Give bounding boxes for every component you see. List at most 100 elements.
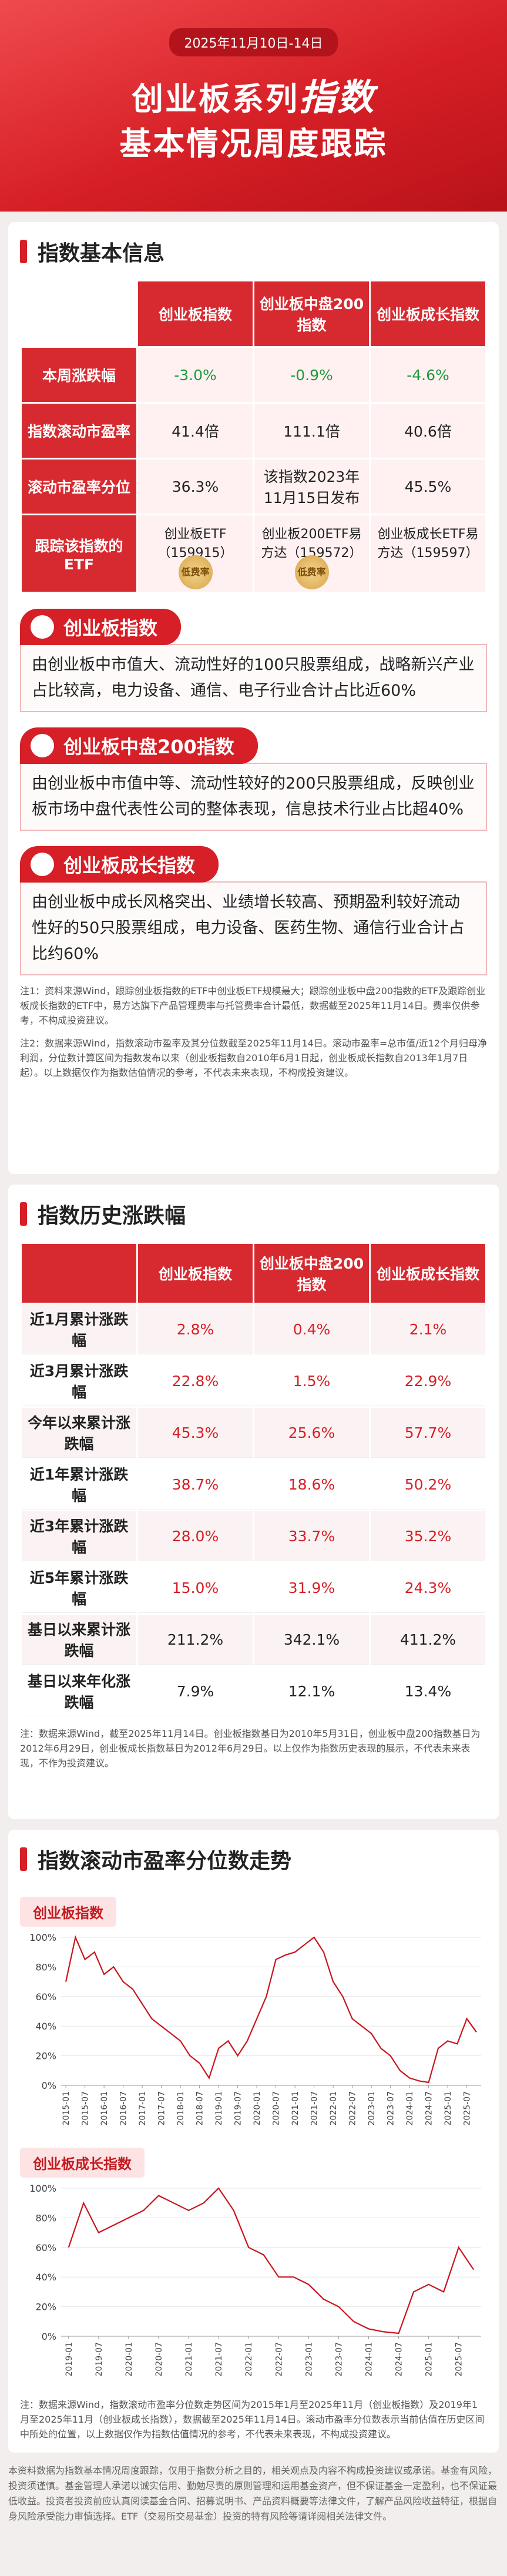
y-tick-label: 0% [42, 2331, 56, 2342]
x-tick-label: 2024-01 [405, 2091, 415, 2126]
cell-text: 13.4% [404, 1682, 452, 1700]
cell: 2.8% [138, 1304, 253, 1354]
line [68, 2187, 475, 2334]
row: 基日以来年化涨跌幅 7.9% 12.1% 13.4% [22, 1666, 485, 1716]
cell: 该指数2023年11月15日发布 [254, 459, 369, 514]
cell: 40.6倍 [371, 404, 485, 458]
basic-info-card: 指数基本信息 创业板指数 创业板中盘200指数 创业板成长指数 本周涨跌幅 -3.0% -… [8, 222, 499, 1174]
cell: 111.1倍 [254, 404, 369, 458]
note: 注：数据来源Wind，截至2025年11月14日。创业板指数基日为2010年5月… [20, 1728, 481, 1769]
cell: 33.7% [254, 1511, 369, 1561]
pe-card: 指数滚动市盈率分位数走势 创业板指数 0% 20% 40% 60% 80% 100% 2015… [8, 1830, 499, 2453]
cell-text: 1.5% [293, 1372, 331, 1390]
section-heading: 指数滚动市盈率分位数走势 [20, 1842, 487, 1877]
history-card: 指数历史涨跌幅 创业板指数 创业板中盘200指数 创业板成长指数 近1月累计涨跌幅 2.… [8, 1185, 499, 1819]
cell-text: 41.4倍 [172, 423, 219, 440]
cell-text: 40.6倍 [404, 423, 452, 440]
cell-text: 2.1% [409, 1320, 447, 1338]
row: 跟踪该指数的ETF 创业板ETF（159915） 低费率 创业板200ETF易方达（1… [22, 515, 485, 592]
row-label: 近5年累计涨跌幅 [22, 1563, 136, 1613]
cell-text: 22.9% [404, 1372, 452, 1390]
cell-text: 18.6% [288, 1475, 335, 1493]
disclaimer: 本资料数据为指数基本情况周度跟踪，仅用于指数分析之目的，相关观点及内容不构成投资… [8, 2465, 498, 2522]
x-tick-label: 2020-07 [272, 2091, 281, 2126]
x-tick-label: 2025-07 [455, 2342, 464, 2377]
y-tick-label: 100% [29, 2183, 56, 2194]
description: 创业板指数 由创业板中市值大、流动性好的100只股票组成，战略新兴产业占比较高，电… [20, 609, 487, 712]
row: 近3年累计涨跌幅 28.0% 33.7% 35.2% [22, 1511, 485, 1561]
cell-text: 211.2% [167, 1631, 224, 1648]
cell: 22.9% [371, 1356, 485, 1406]
cell-text: 45.3% [172, 1424, 219, 1441]
note: 注：数据来源Wind，指数滚动市盈率分位数走势区间为2015年1月至2025年1… [20, 2399, 485, 2440]
cell-text: 31.9% [288, 1579, 335, 1596]
badge: 低费率 [294, 555, 329, 589]
x-tick-label: 2025-01 [425, 2342, 434, 2377]
cell-text: 111.1倍 [283, 423, 340, 440]
heading-text: 指数基本信息 [38, 242, 165, 266]
cell-text: 33.7% [288, 1527, 335, 1545]
y-tick-label: 100% [29, 1932, 56, 1943]
cell: 38.7% [138, 1460, 253, 1510]
x-tick-label: 2019-01 [214, 2091, 224, 2126]
header: 2025年11月10日-14日 创业板系列指数 基本情况周度跟踪 [0, 0, 507, 212]
x-tick-label: 2017-01 [138, 2091, 147, 2126]
row-label: 近1年累计涨跌幅 [22, 1460, 136, 1510]
cell: 342.1% [254, 1615, 369, 1665]
cell-text: 0.4% [293, 1320, 331, 1338]
description-heading: 创业板中盘200指数 [20, 727, 258, 764]
x-tick-label: 2020-01 [253, 2091, 262, 2126]
x-tick-label: 2023-01 [367, 2091, 377, 2126]
cell-text: 28.0% [172, 1527, 219, 1545]
cell: 211.2% [138, 1615, 253, 1665]
row: 指数滚动市盈率 41.4倍 111.1倍 40.6倍 [22, 404, 485, 458]
cell: 57.7% [371, 1408, 485, 1458]
column-header: 创业板指数 [138, 1244, 253, 1303]
y-tick-label: 20% [35, 2302, 56, 2313]
cell-text: 35.2% [404, 1527, 452, 1545]
y-tick-label: 60% [35, 2242, 56, 2253]
chart-title: 创业板成长指数 [20, 2148, 145, 2178]
notes: 注1：资料来源Wind，跟踪创业板指数的ETF中创业板ETF规模最大；跟踪创业板… [20, 984, 487, 1080]
cell-text: -4.6% [407, 366, 449, 384]
cell-text: 15.0% [172, 1579, 219, 1596]
cell: 31.9% [254, 1563, 369, 1613]
description-text: 由创业板中市值大、流动性好的100只股票组成，战略新兴产业占比较高，电力设备、通… [20, 644, 487, 712]
description-text: 由创业板中市值中等、流动性较好的200只股票组成，反映创业板市场中盘代表性公司的… [20, 763, 487, 831]
cell-text: 创业板成长ETF易方达（159597） [377, 527, 479, 561]
column-header: 创业板指数 [138, 281, 253, 346]
y-tick-label: 20% [35, 2051, 56, 2062]
x-tick-label: 2016-07 [119, 2091, 129, 2126]
date: 2025年11月10日-14日 [169, 28, 338, 56]
x-tick-label: 2021-01 [184, 2342, 194, 2377]
x-tick-label: 2020-01 [125, 2342, 134, 2377]
x-tick-label: 2022-01 [244, 2342, 254, 2377]
description: 创业板中盘200指数由创业板中市值中等、流动性较好的200只股票组成，反映创业板… [20, 727, 487, 831]
cell: 45.3% [138, 1408, 253, 1458]
y-tick-label: 60% [35, 1991, 56, 2003]
description-title: 创业板中盘200指数 [63, 736, 234, 758]
description-title: 创业板成长指数 [63, 854, 196, 877]
cell: 41.4倍 [138, 404, 253, 458]
cell: 2.1% [371, 1304, 485, 1354]
x-tick-label: 2023-07 [387, 2091, 396, 2126]
heading-text: 指数历史涨跌幅 [38, 1204, 186, 1228]
description-heading: 创业板指数 [20, 609, 182, 645]
cell-text: 12.1% [288, 1682, 335, 1700]
column-header: 创业板成长指数 [371, 281, 485, 346]
y-tick-label: 0% [42, 2080, 56, 2091]
row: 近1年累计涨跌幅 38.7% 18.6% 50.2% [22, 1460, 485, 1510]
x-tick-label: 2025-07 [463, 2091, 472, 2126]
subtitle: 基本情况周度跟踪 [119, 125, 388, 162]
row-label: 基日以来累计涨跌幅 [22, 1615, 136, 1665]
row-label: 近3月累计涨跌幅 [22, 1356, 136, 1406]
title-part: 创业板系列 [131, 80, 299, 118]
note: 注2：数据来源Wind，指数滚动市盈率及其分位数截至2025年11月14日。滚动… [20, 1038, 487, 1078]
x-tick-label: 2015-07 [81, 2091, 90, 2126]
cell-text: 36.3% [172, 478, 219, 495]
title-highlight: 指数 [298, 76, 375, 119]
column-header: 创业板中盘200指数 [254, 1244, 369, 1303]
row-label: 本周涨跌幅 [22, 348, 136, 402]
badge: 低费率 [178, 555, 213, 589]
